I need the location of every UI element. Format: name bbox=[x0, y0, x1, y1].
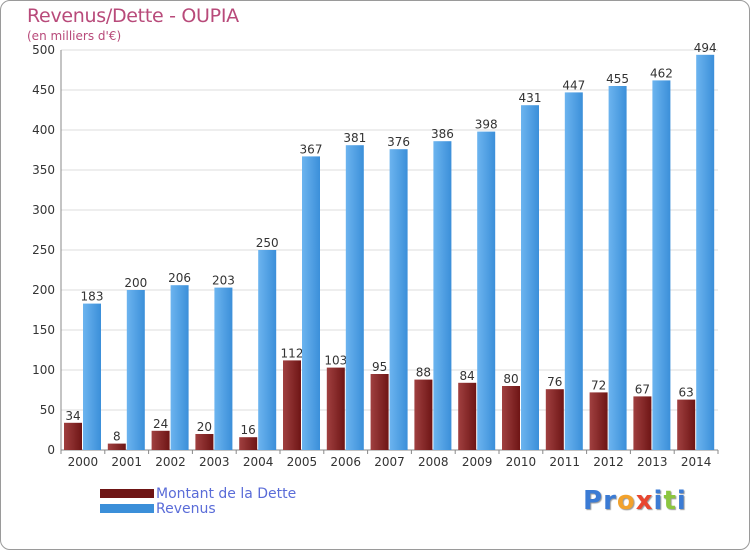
data-label-revenue: 462 bbox=[650, 66, 673, 80]
x-tick-label: 2002 bbox=[155, 455, 186, 469]
bar-revenue bbox=[170, 285, 189, 450]
y-tick-label: 250 bbox=[32, 243, 55, 257]
data-label-debt: 76 bbox=[547, 375, 562, 389]
data-label-revenue: 200 bbox=[124, 276, 147, 290]
data-label-debt: 84 bbox=[460, 369, 475, 383]
legend-item-revenue: Revenus bbox=[100, 500, 296, 517]
y-tick-label: 50 bbox=[40, 403, 55, 417]
x-tick-label: 2010 bbox=[506, 455, 537, 469]
data-label-revenue: 183 bbox=[81, 290, 104, 304]
data-label-revenue: 431 bbox=[519, 91, 542, 105]
x-tick-label: 2000 bbox=[68, 455, 99, 469]
bar-revenue bbox=[126, 290, 145, 450]
x-tick-label: 2003 bbox=[199, 455, 230, 469]
data-label-revenue: 455 bbox=[606, 72, 629, 86]
x-tick-label: 2009 bbox=[462, 455, 493, 469]
legend-label-revenue: Revenus bbox=[156, 500, 216, 517]
bar-debt bbox=[414, 379, 433, 450]
x-tick-label: 2005 bbox=[287, 455, 318, 469]
y-tick-label: 300 bbox=[32, 203, 55, 217]
data-label-revenue: 376 bbox=[387, 135, 410, 149]
data-label-revenue: 367 bbox=[300, 142, 323, 156]
data-label-revenue: 203 bbox=[212, 274, 235, 288]
data-label-debt: 34 bbox=[65, 409, 80, 423]
x-tick-label: 2004 bbox=[243, 455, 274, 469]
x-tick-label: 2011 bbox=[549, 455, 580, 469]
bar-revenue bbox=[302, 156, 320, 450]
data-label-revenue: 386 bbox=[431, 127, 454, 141]
y-tick-label: 350 bbox=[32, 163, 55, 177]
bar-debt bbox=[502, 386, 520, 450]
x-tick-label: 2006 bbox=[330, 455, 361, 469]
bar-revenue bbox=[389, 149, 408, 450]
bar-revenue bbox=[214, 287, 233, 450]
bar-revenue bbox=[433, 141, 452, 450]
bar-debt bbox=[633, 396, 652, 450]
bar-revenue bbox=[608, 86, 627, 450]
bar-debt bbox=[151, 430, 170, 450]
x-tick-label: 2012 bbox=[593, 455, 624, 469]
y-tick-label: 150 bbox=[32, 323, 55, 337]
legend-swatch-revenue bbox=[100, 504, 154, 513]
bar-debt bbox=[677, 399, 696, 450]
bar-revenue bbox=[652, 80, 671, 451]
data-label-debt: 20 bbox=[197, 420, 212, 434]
x-tick-label: 2014 bbox=[681, 455, 712, 469]
bar-revenue bbox=[477, 131, 496, 450]
data-label-revenue: 381 bbox=[343, 131, 366, 145]
chart-title: Revenus/Dette - OUPIA bbox=[27, 5, 239, 27]
bar-revenue bbox=[564, 92, 583, 451]
y-tick-label: 450 bbox=[32, 83, 55, 97]
bar-debt bbox=[64, 422, 82, 450]
y-tick-label: 500 bbox=[32, 43, 55, 57]
bar-debt bbox=[458, 382, 477, 450]
bar-debt bbox=[370, 374, 389, 450]
y-tick-label: 200 bbox=[32, 283, 55, 297]
y-tick-label: 400 bbox=[32, 123, 55, 137]
bar-debt bbox=[239, 437, 258, 450]
bar-debt bbox=[283, 360, 301, 450]
data-label-debt: 16 bbox=[241, 423, 256, 437]
data-label-revenue: 494 bbox=[694, 41, 717, 55]
bar-debt bbox=[107, 443, 126, 450]
data-label-debt: 103 bbox=[324, 354, 347, 368]
bar-revenue bbox=[83, 303, 101, 450]
legend: Montant de la Dette Revenus bbox=[100, 485, 297, 517]
x-tick-label: 2008 bbox=[418, 455, 449, 469]
x-tick-label: 2007 bbox=[374, 455, 405, 469]
proxiti-logo: Proxiti bbox=[583, 486, 687, 516]
bar-debt bbox=[326, 367, 345, 450]
y-tick-label: 0 bbox=[47, 443, 55, 457]
bar-revenue bbox=[521, 105, 539, 450]
legend-swatch-debt bbox=[100, 489, 154, 498]
data-label-revenue: 398 bbox=[475, 118, 498, 132]
bar-debt bbox=[545, 389, 564, 450]
bar-debt bbox=[195, 434, 214, 450]
data-label-debt: 67 bbox=[635, 382, 650, 396]
bar-revenue bbox=[345, 145, 364, 450]
data-label-revenue: 250 bbox=[256, 236, 279, 250]
data-label-debt: 72 bbox=[591, 378, 606, 392]
x-tick-label: 2001 bbox=[111, 455, 142, 469]
data-label-debt: 63 bbox=[679, 386, 694, 400]
legend-label-debt: Montant de la Dette bbox=[156, 485, 297, 502]
bar-revenue bbox=[258, 250, 277, 450]
data-label-revenue: 206 bbox=[168, 271, 191, 285]
chart-subtitle: (en milliers d'€) bbox=[27, 29, 122, 43]
y-tick-label: 100 bbox=[32, 363, 55, 377]
data-label-debt: 8 bbox=[113, 430, 121, 444]
data-label-debt: 88 bbox=[416, 366, 431, 380]
data-label-debt: 80 bbox=[503, 372, 518, 386]
data-label-revenue: 447 bbox=[562, 78, 585, 92]
legend-item-debt: Montant de la Dette bbox=[100, 485, 297, 502]
x-tick-label: 2013 bbox=[637, 455, 668, 469]
data-label-debt: 24 bbox=[153, 417, 168, 431]
data-label-debt: 112 bbox=[281, 346, 304, 360]
bar-debt bbox=[589, 392, 608, 450]
bar-revenue bbox=[696, 54, 715, 451]
data-label-debt: 95 bbox=[372, 360, 387, 374]
